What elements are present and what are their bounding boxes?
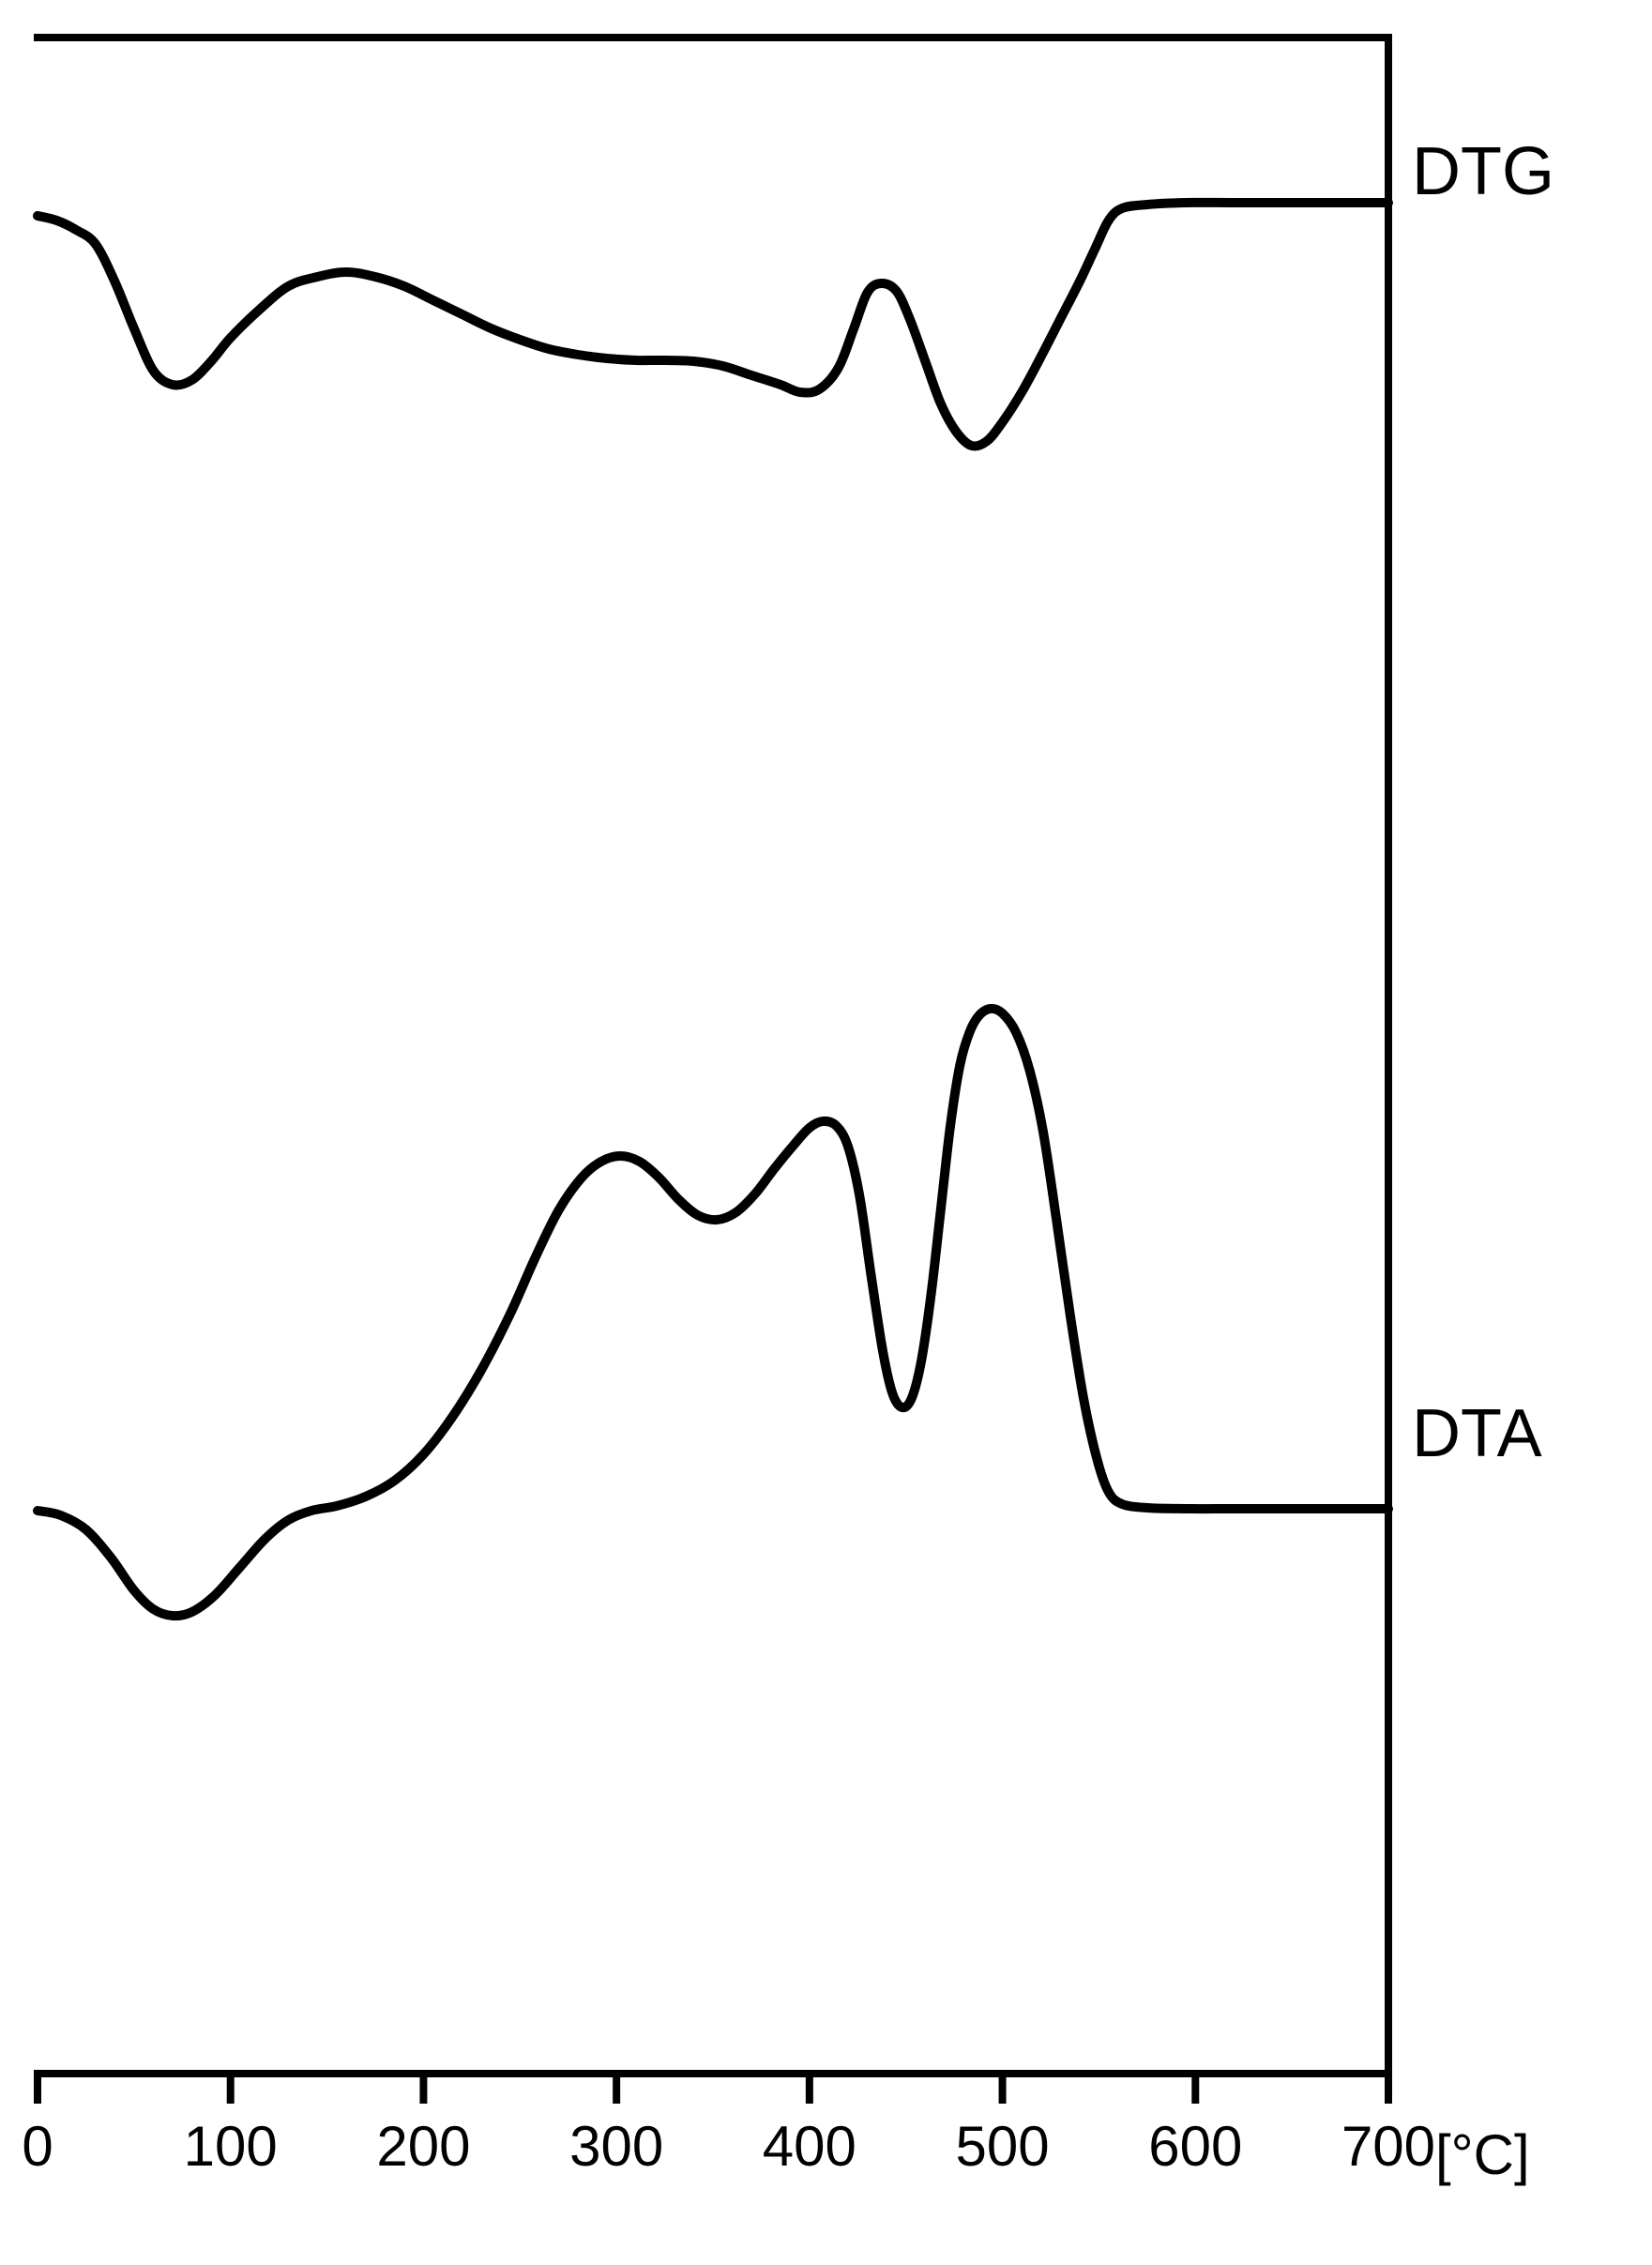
x-tick-label: 100 [184, 2115, 278, 2178]
x-tick-label: 600 [1148, 2115, 1242, 2178]
x-axis-unit-label: [°C] [1435, 2122, 1530, 2187]
thermal-analysis-chart: 0 100 200 300 400 500 600 700 DTG DTA [°C] [0, 0, 1652, 2265]
curve-label-dta: DTA [1412, 1395, 1542, 1472]
x-tick-label: 0 [22, 2115, 53, 2178]
dta-curve [38, 1009, 1388, 1616]
dtg-curve [38, 203, 1388, 447]
curve-label-dtg: DTG [1412, 133, 1554, 210]
x-tick-label: 500 [956, 2115, 1050, 2178]
x-tick-label: 400 [763, 2115, 856, 2178]
chart-svg: 0 100 200 300 400 500 600 700 [0, 0, 1652, 2265]
x-tick-label: 300 [569, 2115, 663, 2178]
x-tick-label: 700 [1341, 2115, 1435, 2178]
x-tick-label: 200 [376, 2115, 470, 2178]
